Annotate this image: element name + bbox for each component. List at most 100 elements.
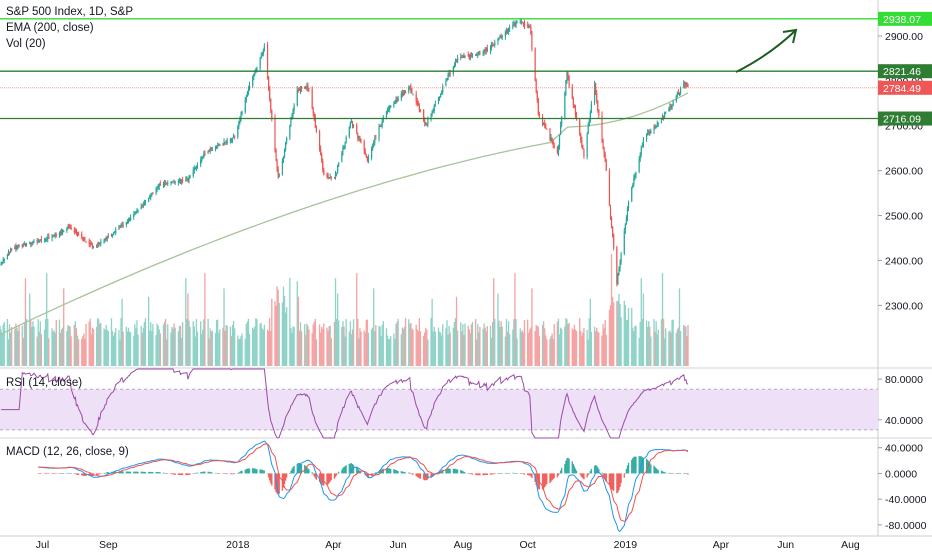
candle-body xyxy=(434,103,436,105)
volume-bar xyxy=(589,298,591,366)
volume-bar xyxy=(284,312,287,366)
macd-hist-bar xyxy=(292,467,294,474)
candle-body xyxy=(620,253,622,262)
candle-body xyxy=(289,125,291,138)
volume-bar xyxy=(67,325,69,366)
macd-hist-bar xyxy=(61,473,64,474)
volume-bar xyxy=(617,300,619,366)
volume-bar xyxy=(97,318,99,366)
volume-bar xyxy=(210,331,212,366)
macd-hist-bar xyxy=(669,472,671,474)
candle-body xyxy=(618,268,620,273)
volume-bar xyxy=(631,307,633,366)
volume-bar xyxy=(350,334,353,366)
candle-body xyxy=(286,137,288,142)
candle-body xyxy=(411,91,413,94)
macd-hist-bar xyxy=(552,473,554,480)
candle-body xyxy=(363,141,365,152)
candle-body xyxy=(463,55,465,57)
candle-body xyxy=(232,136,235,138)
candle-body xyxy=(329,176,331,179)
volume-bar xyxy=(304,324,306,366)
candle-body xyxy=(655,126,657,129)
volume-bar xyxy=(194,336,197,366)
candle-body xyxy=(668,109,670,112)
volume-bar xyxy=(581,335,583,366)
macd-hist-bar xyxy=(478,473,480,476)
candle-body xyxy=(338,162,340,166)
volume-bar xyxy=(47,318,49,366)
ema-line xyxy=(0,92,689,336)
rsi-title[interactable]: RSI (14, close) xyxy=(6,377,83,389)
macd-hist-bar xyxy=(330,473,332,481)
candle-body xyxy=(613,234,615,248)
macd-hist-bar xyxy=(349,463,352,474)
candle-body xyxy=(308,88,310,90)
candle-body xyxy=(350,121,353,123)
macd-hist-bar xyxy=(545,473,547,486)
volume-bar xyxy=(319,332,322,366)
macd-hist-bar xyxy=(474,473,477,475)
x-tick-label: Jul xyxy=(36,539,49,550)
candle-body xyxy=(483,49,485,52)
volume-bar xyxy=(14,328,16,366)
volume-bar xyxy=(215,320,218,366)
macd-hist-bar xyxy=(166,473,168,474)
volume-bar xyxy=(15,323,17,366)
candle-body xyxy=(170,182,172,184)
volume-bar xyxy=(632,327,634,366)
candle-body xyxy=(58,232,61,237)
macd-title[interactable]: MACD (12, 26, close, 9) xyxy=(6,446,129,458)
x-tick-label: Sep xyxy=(99,539,118,550)
macd-hist-bar xyxy=(186,473,188,475)
candle-body xyxy=(196,165,199,167)
volume-bar xyxy=(276,286,278,366)
volume-bar xyxy=(351,329,354,366)
volume-bar xyxy=(409,323,411,366)
candle-body xyxy=(261,53,263,56)
candle-body xyxy=(560,124,562,135)
volume-bar xyxy=(549,338,551,366)
candle-body xyxy=(489,47,492,52)
candle-body xyxy=(74,231,76,233)
candle-body xyxy=(419,110,422,112)
volume-bar xyxy=(112,335,115,366)
macd-hist-bar xyxy=(149,471,151,474)
volume-bar xyxy=(395,323,397,366)
volume-bar xyxy=(573,324,576,366)
volume-bar xyxy=(261,328,263,366)
candle-body xyxy=(448,72,450,75)
macd-hist-bar xyxy=(537,473,539,489)
volume-bar xyxy=(40,334,43,366)
candle-body xyxy=(143,202,145,204)
candle-body xyxy=(207,151,209,153)
volume-bar xyxy=(468,329,470,366)
candle-body xyxy=(172,180,174,182)
macd-hist-bar xyxy=(603,473,605,478)
macd-hist-bar xyxy=(313,473,315,477)
volume-bar xyxy=(305,335,307,366)
volume-bar xyxy=(478,332,480,366)
volume-bar xyxy=(656,334,658,366)
macd-hist-bar xyxy=(185,473,187,476)
candle-body xyxy=(403,91,406,93)
volume-bar xyxy=(477,324,479,366)
level-price-tag xyxy=(878,111,932,126)
candle-body xyxy=(297,89,299,91)
candle-body xyxy=(276,160,278,170)
volume-bar xyxy=(329,325,331,366)
volume-bar xyxy=(140,325,142,366)
volume-bar xyxy=(327,331,329,366)
vol-legend[interactable]: Vol (20) xyxy=(6,38,46,50)
volume-bar xyxy=(476,339,478,366)
macd-tick-label: -40.0000 xyxy=(885,494,927,506)
candle-body xyxy=(32,242,34,244)
macd-hist-bar xyxy=(404,472,407,474)
macd-hist-bar xyxy=(663,472,666,474)
candle-body xyxy=(104,238,106,240)
ema-legend[interactable]: EMA (200, close) xyxy=(6,22,94,34)
macd-hist-bar xyxy=(177,473,180,475)
volume-bar xyxy=(267,331,270,366)
macd-hist-bar xyxy=(363,473,365,474)
